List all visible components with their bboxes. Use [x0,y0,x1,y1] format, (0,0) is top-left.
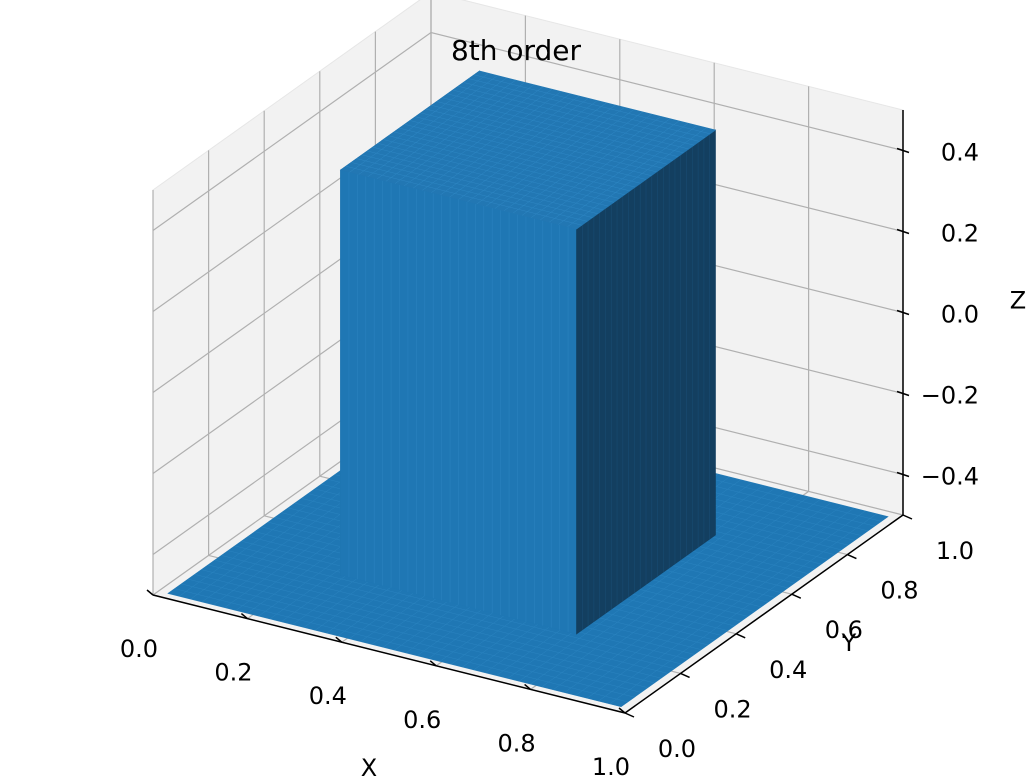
chart-title: 8th order [451,34,582,67]
y-axis-line [624,514,904,714]
x-tick-label: 1.0 [592,753,630,779]
block-top-mesh [476,104,616,205]
block-top-mesh [521,116,662,216]
grid-line-z [152,31,904,231]
surface-mesh-line [564,502,832,693]
block-top-mesh [567,127,707,227]
block-top-mesh [494,109,634,209]
y-tick-label: 0.8 [880,577,918,605]
surface-mesh [167,70,889,708]
y-tick-mark [902,514,913,520]
surface-mesh-line [575,505,843,696]
y-tick-mark [735,633,746,639]
surface-mesh-line [586,507,855,699]
y-tick-label: 0.6 [825,616,863,644]
block-top-mesh [458,85,695,146]
block-top-mesh [558,125,698,225]
block-top-mesh [467,102,607,202]
block-top-mesh [452,89,689,150]
z-tick-label: −0.2 [921,382,979,410]
block-top-mesh [474,74,711,135]
x-axis-line [152,594,626,714]
y-tick-label: 0.0 [658,735,696,763]
x-tick-mark [429,660,437,667]
x-tick-mark [335,636,343,643]
y-axis-title: Y [841,629,857,657]
y-tick-label: 0.4 [769,656,807,684]
z-tick-label: 0.0 [941,301,979,329]
z-tick-mark [896,309,910,316]
block-top-mesh [420,112,657,173]
x-tick-label: 0.6 [403,706,441,734]
block-top-mesh [549,122,689,223]
block-top-mesh [425,108,663,169]
axis-lines [146,110,913,718]
z-axis-title: Z [1010,287,1026,315]
block-top-mesh [530,118,671,218]
block-top-mesh [409,120,647,180]
block-top-mesh [485,107,625,207]
surface-mesh-line [598,510,866,702]
x-tick-mark [618,707,626,714]
y-tick-mark [624,712,635,718]
block-top-mesh [436,101,673,161]
x-tick-label: 0.2 [214,659,252,687]
x-tick-label: 0.0 [120,635,158,663]
x-axis-title: X [361,754,377,779]
y-tick-label: 0.2 [714,695,752,723]
surface-mesh-line [541,496,809,688]
block-top-mesh [447,93,684,154]
x-tick-label: 0.4 [309,682,347,710]
z-tick-label: 0.2 [941,220,979,248]
x-tick-mark [146,589,154,596]
x-tick-mark [524,683,532,690]
x-tick-label: 0.8 [498,729,536,757]
block-top-mesh [431,105,668,165]
y-tick-label: 1.0 [936,537,974,565]
z-tick-mark [896,147,910,154]
block-top-mesh [442,97,679,157]
y-tick-mark [791,593,802,599]
x-tick-mark [240,613,248,620]
block-top-mesh [512,113,653,214]
z-tick-mark [896,471,910,478]
z-tick-mark [896,228,910,235]
z-tick-mark [896,390,910,397]
block-top-mesh [415,116,652,176]
surface-mesh-line [553,499,821,690]
y-tick-mark [680,672,690,679]
block-top-mesh [463,82,700,142]
surface-mesh-line [519,490,787,682]
z-tick-label: 0.4 [941,139,979,167]
block-top-mesh [468,78,705,138]
y-tick-mark [847,553,857,560]
block-top-mesh [540,120,680,221]
block-top-mesh [503,111,644,212]
z-tick-label: −0.4 [921,463,979,491]
surface-mesh-line [530,493,798,685]
surface-mesh-line [609,513,877,705]
axis-labels: 0.0 0.2 0.4 0.6 0.8 1.0 0.0 0.2 0.4 0.6 0.8 1.0 −0.4… [120,139,1026,779]
